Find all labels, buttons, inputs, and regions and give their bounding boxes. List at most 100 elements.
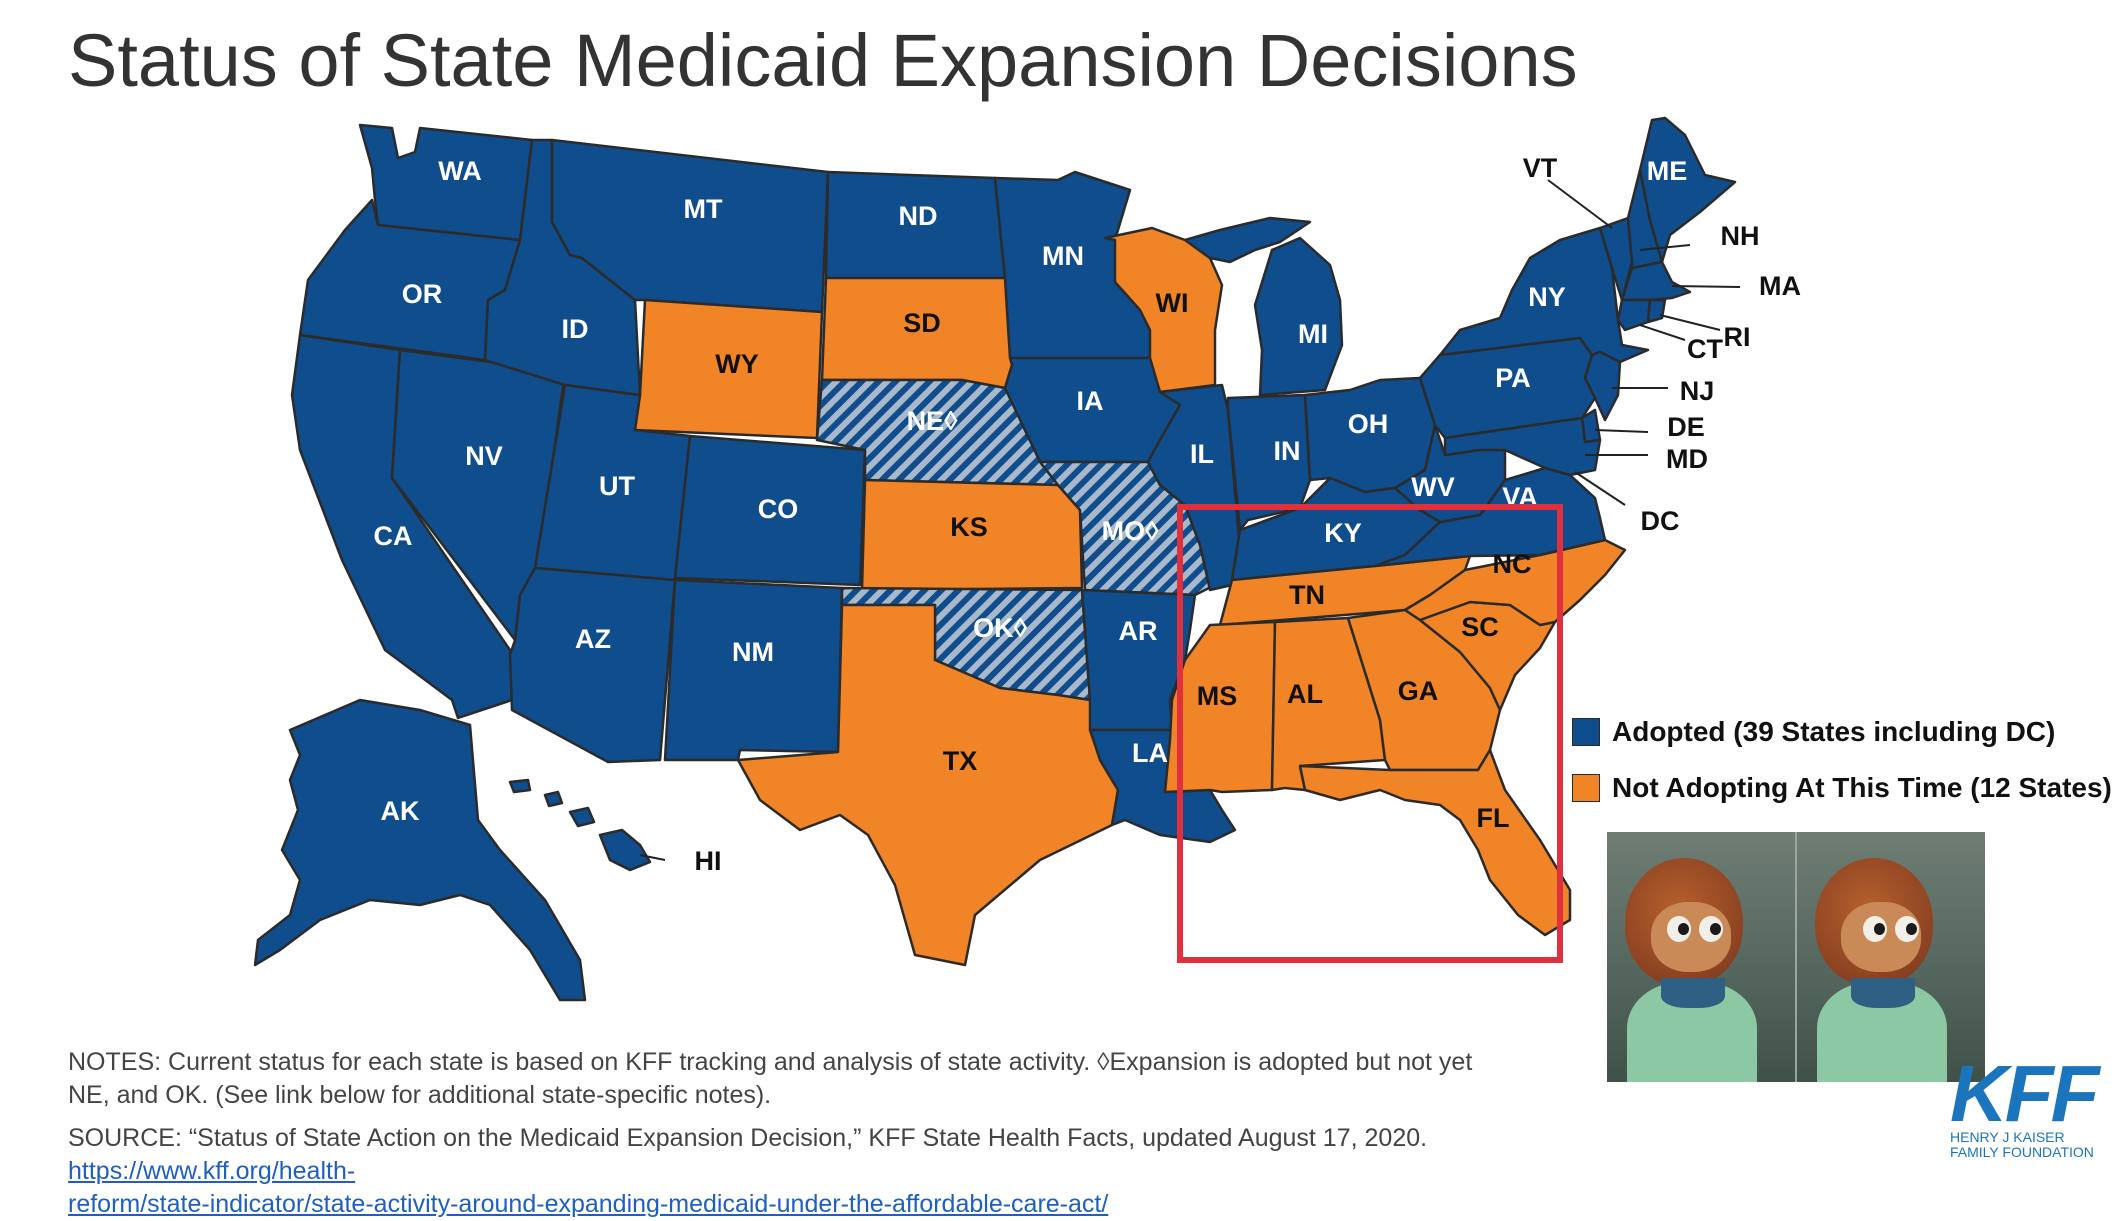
logo-line-1: HENRY J KAISER (1950, 1129, 2065, 1145)
label-mt: MT (684, 194, 723, 224)
label-nc: NC (1493, 549, 1532, 579)
label-ks: KS (950, 512, 988, 542)
state-ks (860, 478, 1084, 592)
label-ne: NE◊ (907, 406, 959, 436)
label-ia: IA (1077, 386, 1104, 416)
label-ky: KY (1324, 518, 1362, 548)
label-ok: OK◊ (973, 613, 1028, 643)
state-hi-3 (543, 790, 564, 808)
label-oh: OH (1348, 409, 1389, 439)
label-co: CO (758, 494, 799, 524)
puppet-collar (1851, 978, 1915, 1008)
label-mo: MO◊ (1102, 516, 1159, 546)
label-ak: AK (381, 796, 420, 826)
legend-item-adopted: Adopted (39 States including DC) (1572, 712, 2112, 752)
source-link-part2[interactable]: reform/state-indicator/state-activity-ar… (68, 1190, 1109, 1218)
legend-swatch-adopted (1572, 718, 1600, 746)
label-md: MD (1666, 444, 1708, 474)
state-wy (633, 298, 824, 440)
state-nc (1403, 538, 1627, 627)
state-hi-2 (568, 806, 596, 828)
leader-lines (639, 179, 1741, 861)
label-ct: CT (1687, 334, 1723, 364)
source-link-part1[interactable]: https://www.kff.org/health- (68, 1157, 356, 1185)
state-nm (663, 578, 844, 762)
label-id: ID (562, 314, 589, 344)
legend: Adopted (39 States including DC) Not Ado… (1572, 712, 2112, 824)
label-nm: NM (732, 637, 774, 667)
kff-logo: KFF HENRY J KAISER FAMILY FOUNDATION (1950, 1049, 2110, 1160)
page-title: Status of State Medicaid Expansion Decis… (68, 19, 1578, 102)
notes-block: NOTES: Current status for each state is … (68, 1046, 1628, 1221)
legend-swatch-not-adopting (1572, 774, 1600, 802)
label-ga: GA (1398, 676, 1439, 706)
label-ut: UT (599, 471, 635, 501)
label-tn: TN (1289, 580, 1325, 610)
state-tx (736, 603, 1120, 967)
side-eye-puppet-meme (1607, 832, 1985, 1082)
label-dc: DC (1641, 506, 1680, 536)
state-mi (1253, 236, 1344, 397)
source-line-2: reform/state-indicator/state-activity-ar… (68, 1188, 1628, 1221)
state-fl (1298, 748, 1572, 937)
label-nj: NJ (1680, 376, 1715, 406)
label-wa: WA (438, 156, 482, 186)
state-ct (1616, 298, 1652, 332)
label-vt: VT (1523, 153, 1558, 183)
source-line: SOURCE: “Status of State Action on the M… (68, 1122, 1628, 1188)
label-az: AZ (575, 624, 611, 654)
label-wy: WY (715, 349, 759, 379)
state-hi (598, 828, 652, 872)
label-ms: MS (1197, 681, 1238, 711)
label-pa: PA (1495, 363, 1531, 393)
puppet-eye (1667, 916, 1691, 942)
legend-label-adopted: Adopted (39 States including DC) (1612, 716, 2056, 747)
state-ri (1646, 298, 1667, 324)
meme-panel-right (1795, 832, 1985, 1082)
logo-mark: KFF (1950, 1049, 2100, 1138)
state-co (673, 434, 867, 587)
puppet-eye (1863, 916, 1887, 942)
label-tx: TX (943, 746, 978, 776)
legend-label-not-adopting: Not Adopting At This Time (12 States) (1612, 772, 2112, 803)
label-or: OR (402, 279, 443, 309)
label-nd: ND (899, 201, 938, 231)
notes-line-1: NOTES: Current status for each state is … (68, 1048, 1473, 1076)
notes-line-2: NE, and OK. (See link below for addition… (68, 1081, 772, 1109)
highlight-box (1177, 504, 1563, 963)
label-wi: WI (1156, 288, 1189, 318)
legend-item-not-adopting: Not Adopting At This Time (12 States) (1572, 768, 2112, 808)
state-ma (1620, 260, 1692, 302)
label-ar: AR (1119, 616, 1158, 646)
label-nv: NV (465, 441, 503, 471)
label-ny: NY (1528, 282, 1566, 312)
meme-panel-left (1607, 832, 1795, 1082)
logo-line-2: FAMILY FOUNDATION (1950, 1144, 2094, 1160)
label-al: AL (1287, 679, 1323, 709)
puppet-collar (1661, 978, 1725, 1008)
label-ca: CA (374, 521, 413, 551)
label-nh: NH (1721, 221, 1760, 251)
label-fl: FL (1477, 803, 1510, 833)
label-me: ME (1647, 156, 1688, 186)
state-hi-4 (508, 778, 532, 794)
state-ar (1080, 588, 1197, 732)
label-de: DE (1667, 412, 1705, 442)
state-mi-up (1183, 216, 1312, 264)
state-md (1443, 416, 1602, 477)
label-hi: HI (695, 846, 722, 876)
puppet-eye (1699, 916, 1723, 942)
label-wv: WV (1411, 472, 1455, 502)
label-ma: MA (1759, 271, 1801, 301)
label-la: LA (1132, 738, 1168, 768)
puppet-eye (1895, 916, 1919, 942)
state-nj (1583, 350, 1622, 422)
label-sc: SC (1461, 612, 1499, 642)
state-ak (253, 698, 587, 1002)
label-sd: SD (903, 308, 941, 338)
state-az (508, 566, 677, 764)
source-text: SOURCE: “Status of State Action on the M… (68, 1124, 1428, 1152)
label-in: IN (1274, 436, 1301, 466)
label-mi: MI (1298, 319, 1328, 349)
label-ri: RI (1724, 322, 1751, 352)
